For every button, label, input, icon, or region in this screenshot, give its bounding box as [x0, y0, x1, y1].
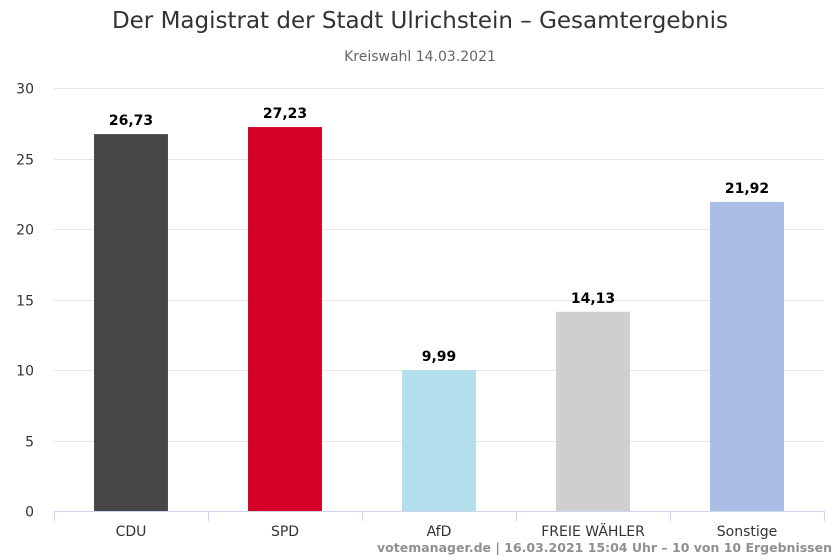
data-labels: 26,73 27,23 9,99 14,13 21,92: [109, 106, 769, 365]
x-axis: CDU SPD AfD FREIE WÄHLER Sonstige: [54, 511, 825, 540]
data-label: 27,23: [263, 106, 307, 122]
bar: [248, 127, 322, 511]
bar: [710, 201, 784, 512]
bar: [402, 370, 476, 511]
y-tick-label: 20: [16, 223, 34, 239]
data-label: 14,13: [571, 291, 615, 307]
chart-title: Der Magistrat der Stadt Ulrichstein – Ge…: [111, 8, 729, 34]
data-label: 9,99: [422, 349, 457, 365]
y-tick-label: 15: [16, 294, 34, 310]
y-tick-label: 10: [16, 364, 34, 380]
chart-subtitle: Kreiswahl 14.03.2021: [344, 49, 496, 65]
y-axis: 0 5 10 15 20 25 30: [16, 82, 34, 521]
data-label: 21,92: [725, 181, 769, 197]
y-tick-label: 5: [25, 435, 34, 451]
data-label: 26,73: [109, 113, 153, 129]
credits-text: votemanager.de | 16.03.2021 15:04 Uhr – …: [377, 540, 832, 555]
y-tick-label: 0: [25, 505, 34, 521]
x-tick-label: FREIE WÄHLER: [541, 522, 645, 540]
y-tick-label: 30: [16, 82, 34, 98]
x-tick-label: AfD: [427, 524, 452, 540]
x-tick-label: SPD: [271, 524, 299, 540]
bar: [556, 311, 630, 511]
x-tick-label: Sonstige: [717, 524, 778, 540]
x-tick-label: CDU: [116, 524, 147, 540]
y-tick-label: 25: [16, 153, 34, 169]
bars: [94, 127, 784, 512]
bar: [94, 134, 168, 511]
